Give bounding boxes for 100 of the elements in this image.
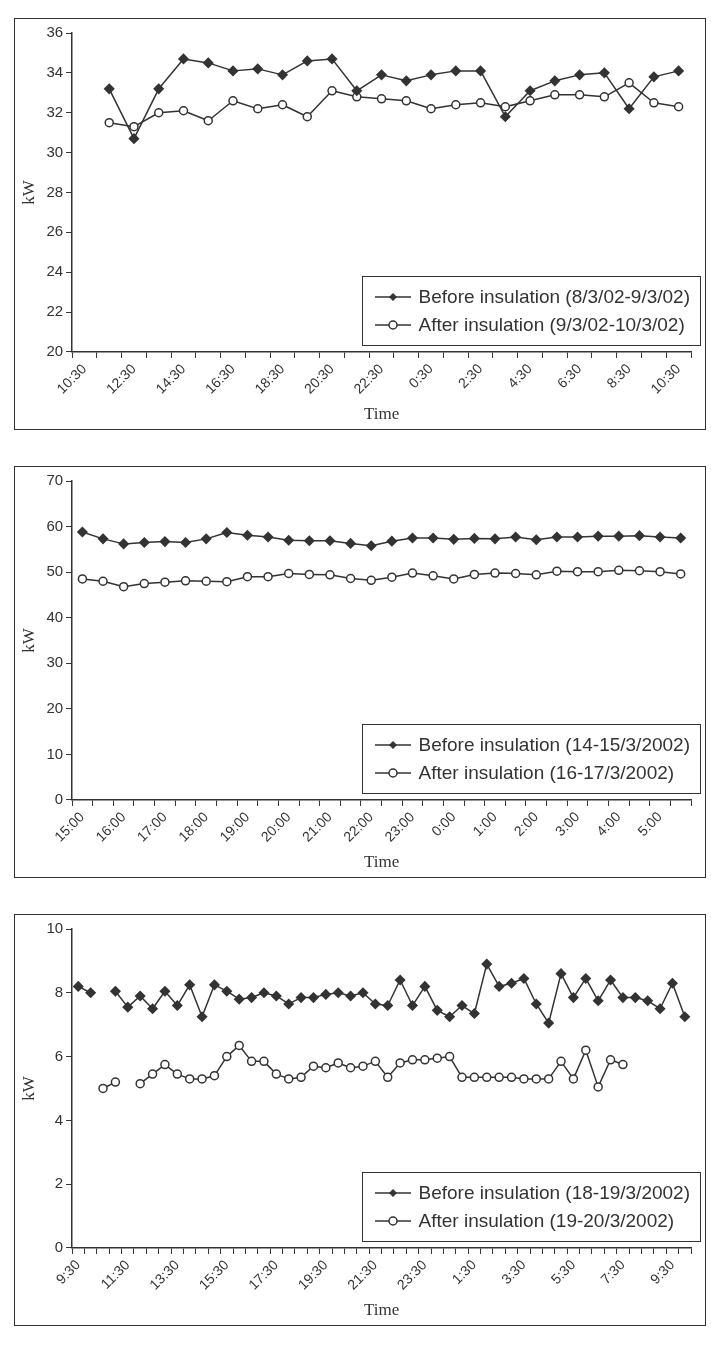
point (184, 979, 195, 991)
point (283, 1074, 294, 1084)
point (184, 1074, 195, 1084)
point (568, 992, 579, 1003)
point (259, 1056, 269, 1067)
point (283, 568, 294, 579)
y-tick-label: 10 (46, 919, 64, 937)
point (506, 977, 517, 989)
point (572, 566, 583, 577)
point (425, 69, 437, 81)
point (524, 85, 536, 97)
point (500, 111, 511, 122)
point (630, 992, 641, 1003)
point (673, 102, 684, 112)
y-axis-title: kW (18, 627, 38, 653)
point (525, 96, 535, 106)
point (500, 102, 511, 112)
point (178, 105, 189, 116)
legend-label: After insulation (16-17/3/2002) (418, 760, 675, 785)
point (382, 1072, 393, 1083)
point (475, 65, 486, 77)
point (510, 568, 521, 579)
y-tick-label: 30 (46, 653, 64, 671)
point (444, 1011, 455, 1022)
point (432, 1053, 442, 1063)
point (555, 968, 567, 979)
point (271, 1069, 282, 1079)
point (420, 1055, 430, 1065)
point (387, 572, 397, 582)
point (234, 1040, 244, 1051)
point (201, 576, 211, 586)
point (153, 83, 164, 95)
point (366, 575, 376, 586)
point (543, 1017, 554, 1029)
point (296, 1072, 306, 1083)
point (345, 573, 356, 584)
point (160, 1059, 170, 1070)
y-tick-label: 20 (46, 342, 64, 360)
point (655, 566, 665, 577)
point (552, 566, 562, 576)
point (333, 1058, 343, 1068)
point (654, 531, 666, 543)
point (457, 1072, 467, 1083)
point (675, 532, 686, 544)
point (104, 117, 114, 128)
point (506, 1072, 517, 1083)
point (308, 1061, 319, 1071)
point (451, 100, 461, 110)
point (574, 69, 585, 81)
point (242, 571, 253, 582)
point (295, 992, 307, 1003)
x-axis-title: Time (363, 404, 400, 424)
point (490, 568, 500, 578)
point (593, 566, 603, 577)
y-axis-title: kW (18, 1075, 38, 1101)
point (332, 987, 344, 999)
point (180, 537, 191, 548)
y-tick-label: 24 (46, 262, 64, 280)
y-tick-label: 0 (54, 1238, 64, 1256)
point (172, 1069, 183, 1079)
y-tick-label: 70 (46, 471, 64, 489)
y-tick-label: 10 (46, 744, 64, 762)
point (77, 526, 88, 538)
y-tick-label: 60 (46, 516, 64, 534)
point (345, 990, 356, 1002)
point (394, 974, 406, 986)
point (469, 533, 480, 544)
point (551, 531, 563, 543)
point (178, 53, 189, 65)
point (159, 985, 171, 997)
y-tick-label: 8 (54, 982, 64, 1000)
point (139, 578, 150, 589)
point (427, 532, 439, 544)
point (481, 958, 493, 970)
point (679, 1011, 691, 1022)
point (432, 1005, 443, 1016)
point (401, 75, 412, 87)
point (475, 98, 486, 108)
y-tick-label: 36 (46, 23, 64, 41)
point (395, 1058, 405, 1068)
point (531, 570, 542, 580)
point (203, 115, 213, 126)
point (345, 538, 356, 549)
point (634, 530, 645, 541)
point (649, 98, 659, 108)
point (599, 67, 610, 79)
point (531, 534, 542, 546)
point (426, 104, 436, 114)
point (283, 998, 294, 1010)
point (382, 1000, 393, 1011)
point (376, 94, 387, 104)
point (139, 537, 150, 548)
point (262, 531, 274, 543)
x-axis-title: Time (363, 1300, 400, 1320)
point (642, 995, 653, 1007)
point (675, 569, 686, 579)
point (98, 1083, 108, 1094)
point (386, 535, 398, 547)
point (543, 1074, 554, 1084)
point (469, 1008, 480, 1019)
